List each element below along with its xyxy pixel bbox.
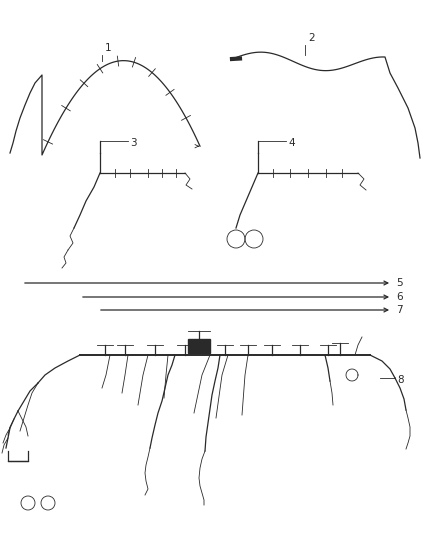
Text: 1: 1 <box>105 43 112 53</box>
Text: 6: 6 <box>396 292 403 302</box>
Text: 8: 8 <box>397 375 404 385</box>
Text: 3: 3 <box>130 138 137 148</box>
Bar <box>188 339 210 353</box>
Text: 4: 4 <box>288 138 295 148</box>
Text: 7: 7 <box>396 305 403 315</box>
Text: 5: 5 <box>396 278 403 288</box>
Text: 2: 2 <box>308 33 314 43</box>
